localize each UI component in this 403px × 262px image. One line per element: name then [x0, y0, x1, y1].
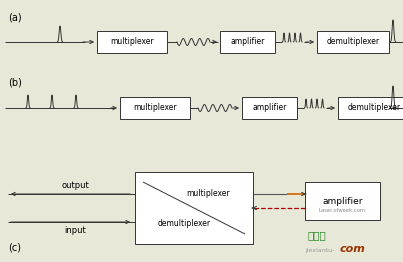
Text: output: output [61, 181, 89, 190]
Text: (b): (b) [8, 78, 22, 88]
Text: (c): (c) [8, 242, 21, 252]
Text: multiplexer: multiplexer [186, 189, 230, 199]
Text: 接线图: 接线图 [308, 230, 327, 240]
Bar [305, 182, 380, 220]
Text: amplifier: amplifier [230, 37, 265, 46]
Text: com: com [340, 244, 366, 254]
Text: Laser.ofweek.com: Laser.ofweek.com [319, 208, 366, 212]
Text: demultiplexer: demultiplexer [347, 103, 401, 112]
Bar [135, 172, 253, 244]
Text: demultiplexer: demultiplexer [326, 37, 380, 46]
Bar [338, 97, 403, 119]
Bar [220, 31, 275, 53]
Text: amplifier: amplifier [252, 103, 287, 112]
Bar [317, 31, 389, 53]
Text: multiplexer: multiplexer [110, 37, 154, 46]
Text: demultiplexer: demultiplexer [158, 220, 211, 228]
Text: amplifier: amplifier [322, 196, 363, 205]
Bar [120, 97, 190, 119]
Text: multiplexer: multiplexer [133, 103, 177, 112]
Text: input: input [64, 226, 86, 235]
Bar [242, 97, 297, 119]
Text: jiexiantu-: jiexiantu- [305, 248, 334, 253]
Bar [97, 31, 167, 53]
Text: (a): (a) [8, 12, 22, 22]
